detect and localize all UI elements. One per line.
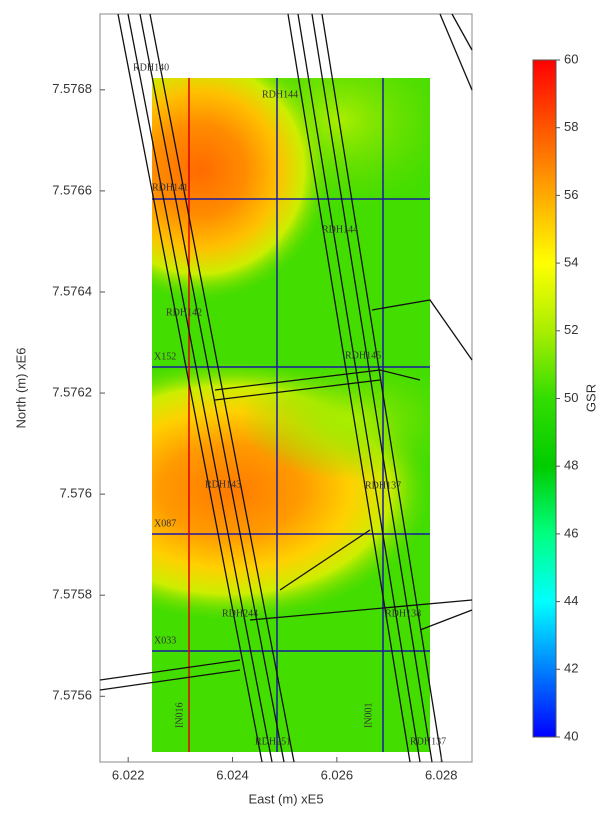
annotation: RDH144	[262, 89, 298, 100]
annotation: RDH251	[255, 736, 291, 747]
colorbar	[533, 60, 556, 737]
colorbar-tick-label: 40	[564, 728, 578, 743]
x-tick-label: 6.026	[321, 767, 354, 782]
gsr-field	[152, 78, 430, 752]
y-tick-label: 7.5758	[52, 587, 92, 602]
annotation: RDH138	[385, 608, 421, 619]
annotation: X033	[154, 635, 176, 646]
colorbar-tick-label: 60	[564, 51, 578, 66]
colorbar-tick-label: 42	[564, 661, 578, 676]
colorbar-tick-label: 52	[564, 322, 578, 337]
tunnels	[99, 13, 473, 763]
annotation: RDH137	[410, 736, 446, 747]
y-tick-label: 7.5764	[52, 283, 92, 298]
y-tick-label: 7.5756	[52, 688, 92, 703]
annotation: IN001	[363, 702, 374, 728]
y-tick-label: 7.576	[59, 486, 92, 501]
annotation: RDH244	[222, 608, 258, 619]
annotation: RDH140	[133, 62, 169, 73]
x-axis-label: East (m) xE5	[248, 791, 323, 806]
colorbar-label: GSR	[583, 384, 598, 412]
annotation: X087	[154, 518, 176, 529]
x-tick-label: 6.024	[216, 767, 249, 782]
y-tick-label: 7.5762	[52, 384, 92, 399]
annotation: RDH145	[345, 350, 381, 361]
x-tick-label: 6.028	[425, 767, 458, 782]
y-axis-label: North (m) xE6	[13, 348, 28, 429]
y-tick-label: 7.5766	[52, 182, 92, 197]
annotation: IN016	[174, 702, 185, 728]
colorbar-tick-label: 44	[564, 593, 578, 608]
colorbar-tick-label: 58	[564, 119, 578, 134]
annotation: X152	[154, 351, 176, 362]
y-tick-label: 7.5768	[52, 81, 92, 96]
x-tick-label: 6.022	[112, 767, 145, 782]
annotation: RDH142	[166, 307, 202, 318]
colorbar-tick-label: 56	[564, 187, 578, 202]
colorbar-tick-label: 46	[564, 525, 578, 540]
annotation: RDH141	[152, 182, 188, 193]
colorbar-tick-label: 54	[564, 255, 578, 270]
annotation: RDH143	[205, 479, 241, 490]
annotation: RDH144	[322, 224, 358, 235]
annotation: RDH137	[365, 480, 401, 491]
colorbar-tick-label: 48	[564, 458, 578, 473]
survey-lines	[152, 78, 430, 752]
colorbar-tick-label: 50	[564, 390, 578, 405]
